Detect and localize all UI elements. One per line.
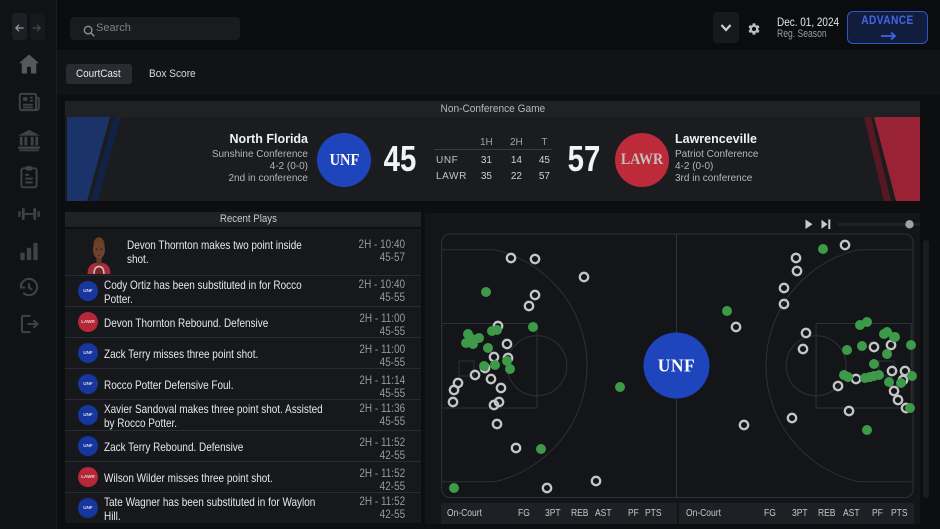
svg-text:UNF: UNF <box>658 356 695 376</box>
